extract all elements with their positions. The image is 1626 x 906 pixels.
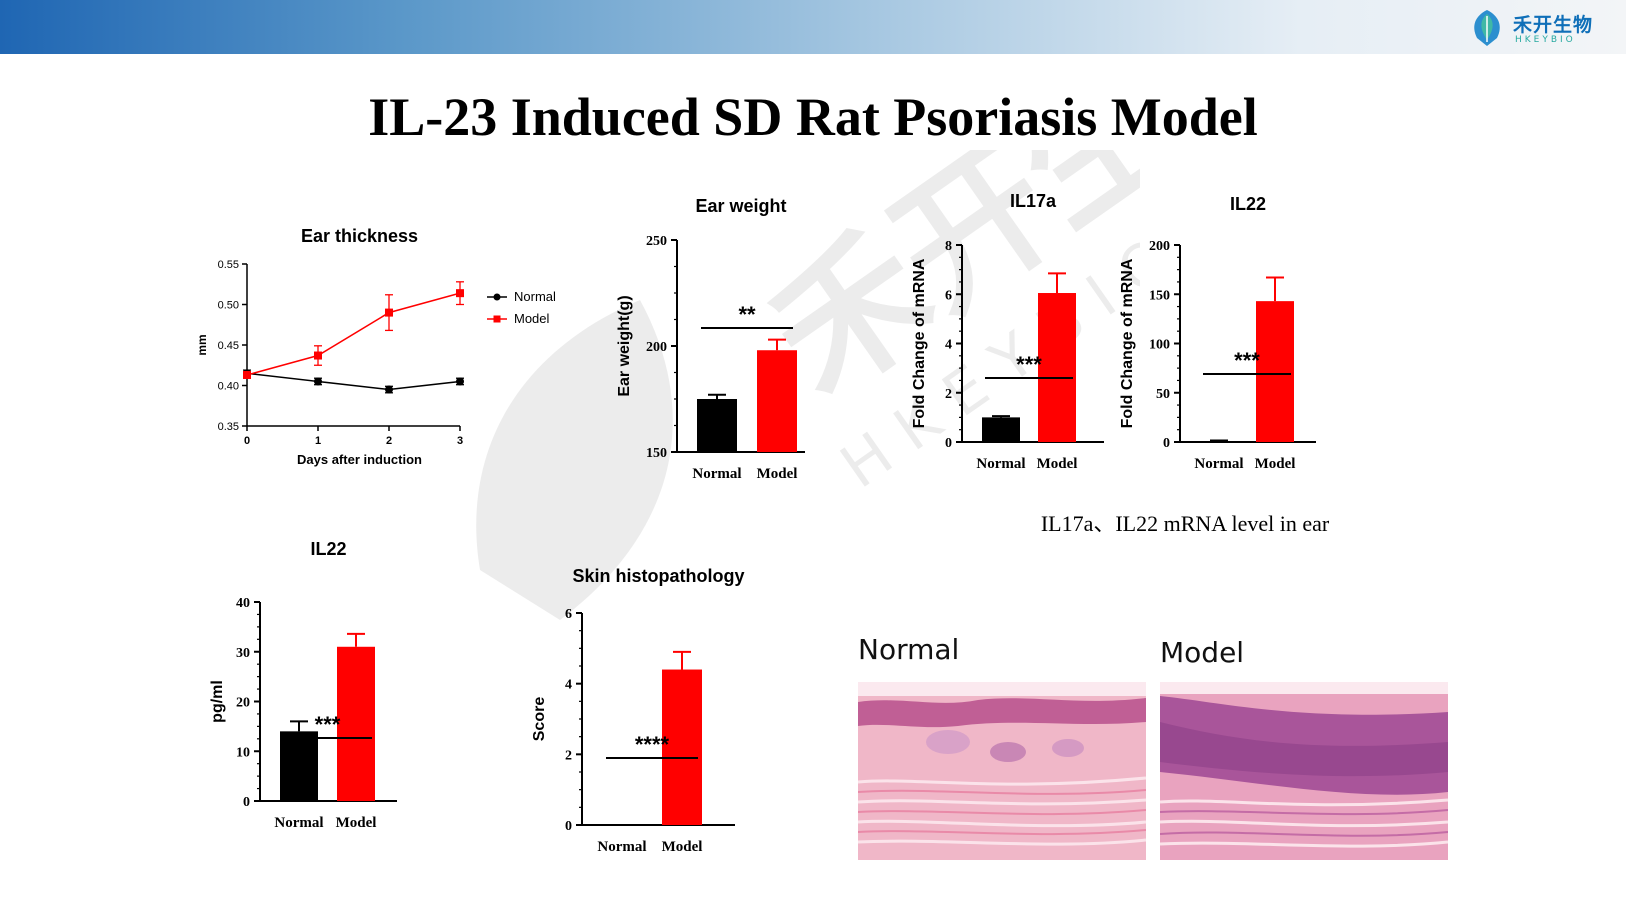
legend-label: Normal — [514, 289, 556, 304]
mrna-caption: IL17a、IL22 mRNA level in ear — [1040, 511, 1330, 536]
x-tick-label: Model — [1037, 456, 1078, 472]
significance-label: *** — [1234, 348, 1260, 373]
x-tick-label: 2 — [386, 435, 392, 447]
il22-serum-chart: IL22 0 10 20 30 40 pg/ml Normal Model *** — [209, 539, 397, 831]
point-normal — [314, 377, 322, 386]
y-tick-label: 0.55 — [218, 259, 239, 271]
y-tick-label: 6 — [945, 288, 952, 303]
logo-text: 禾开生物 — [1513, 14, 1594, 36]
y-tick-label: 150 — [1149, 288, 1170, 303]
company-logo: 禾开生物 HKEYBIO — [1465, 6, 1615, 50]
y-tick-label: 200 — [646, 340, 667, 355]
skin-histopathology-chart: Skin histopathology 0 2 4 6 Score Normal Model *… — [531, 566, 745, 855]
y-tick-label: 0.40 — [218, 381, 239, 393]
y-tick-label: 8 — [945, 239, 952, 254]
x-tick-label: Normal — [692, 466, 741, 482]
leaf-logo-icon — [1474, 10, 1500, 46]
y-tick-label: 2 — [565, 748, 572, 763]
logo-subtext: HKEYBIO — [1515, 35, 1576, 45]
y-tick-label: 30 — [236, 646, 250, 661]
point-model — [456, 289, 464, 298]
page-title: IL-23 Induced SD Rat Psoriasis Model — [368, 87, 1258, 147]
y-axis-label: Fold Change of mRNA — [1119, 258, 1136, 428]
y-tick-label: 150 — [646, 446, 667, 461]
y-tick-label: 0.45 — [218, 340, 239, 352]
y-tick-label: 0.35 — [218, 421, 239, 433]
il17a-mrna-chart: IL17a 0 2 4 6 8 Fold Change of mRNA Normal Model… — [911, 191, 1104, 472]
chart-title: IL22 — [310, 539, 346, 559]
y-tick-label: 200 — [1149, 239, 1170, 254]
bar-model — [1256, 301, 1294, 442]
il22-mrna-chart: IL22 0 50 100 150 200 Fold Change of mRNA Norma… — [1119, 194, 1316, 472]
significance-label: *** — [1016, 352, 1042, 377]
point-normal — [385, 385, 393, 394]
point-model — [314, 351, 322, 360]
y-tick-label: 0 — [1163, 436, 1170, 451]
significance-label: ** — [738, 302, 756, 327]
y-tick-label: 4 — [945, 338, 952, 353]
x-axis-label: Days after induction — [297, 452, 422, 467]
bar-normal — [697, 399, 737, 452]
x-tick-label: Normal — [976, 456, 1025, 472]
point-normal — [456, 377, 464, 386]
y-axis-label: Ear weight(g) — [616, 295, 633, 396]
header-band — [0, 0, 1626, 54]
bar-normal — [982, 417, 1020, 442]
y-tick-label: 4 — [565, 678, 572, 693]
legend-marker — [493, 293, 501, 301]
ear-thickness-chart: Ear thickness 0.35 0.40 0.45 0.50 0.55 0 1 2 3 Day… — [195, 226, 556, 467]
bar-normal — [280, 731, 318, 801]
bar-model — [1038, 293, 1076, 442]
y-tick-label: 0 — [243, 795, 250, 810]
significance-label: **** — [635, 732, 670, 757]
y-axis-label: pg/ml — [209, 680, 226, 723]
legend-marker — [493, 315, 501, 323]
ear-weight-chart: Ear weight 150 200 250 Ear weight(g) Normal Mo… — [616, 196, 805, 482]
x-tick-label: Normal — [597, 839, 646, 855]
x-tick-label: 3 — [457, 435, 463, 447]
y-tick-label: 50 — [1156, 387, 1170, 402]
x-tick-label: Model — [1255, 456, 1296, 472]
histology-image-normal — [858, 682, 1146, 860]
y-tick-label: 40 — [236, 596, 250, 611]
chart-title: IL17a — [1010, 191, 1057, 211]
y-axis-label: mm — [195, 334, 209, 355]
chart-title: IL22 — [1230, 194, 1266, 214]
y-axis-label: Score — [531, 697, 548, 742]
bar-model — [337, 646, 375, 801]
chart-title: Skin histopathology — [572, 566, 744, 586]
y-tick-label: 2 — [945, 387, 952, 402]
chart-title: Ear thickness — [301, 226, 418, 246]
legend-label: Model — [514, 311, 550, 326]
y-tick-label: 10 — [236, 745, 250, 760]
histology-label-model: Model — [1160, 636, 1245, 669]
x-tick-label: 0 — [244, 435, 250, 447]
y-tick-label: 6 — [565, 607, 572, 622]
y-axis-label: Fold Change of mRNA — [911, 258, 928, 428]
series-line-normal — [246, 372, 461, 391]
x-tick-label: Model — [336, 815, 377, 831]
x-tick-label: Normal — [1194, 456, 1243, 472]
series-line-model — [246, 292, 461, 376]
y-tick-label: 0 — [945, 436, 952, 451]
x-tick-label: Normal — [274, 815, 323, 831]
point-model — [243, 370, 251, 379]
x-tick-label: Model — [662, 839, 703, 855]
chart-title: Ear weight — [695, 196, 786, 216]
y-tick-label: 250 — [646, 234, 667, 249]
y-tick-label: 0 — [565, 819, 572, 834]
y-tick-label: 20 — [236, 696, 250, 711]
y-tick-label: 100 — [1149, 338, 1170, 353]
histology-label-normal: Normal — [858, 633, 960, 666]
x-tick-label: Model — [757, 466, 798, 482]
bar-model — [662, 669, 702, 825]
bar-model — [757, 350, 797, 452]
significance-label: *** — [315, 712, 341, 737]
histology-image-model — [1160, 682, 1448, 860]
point-model — [385, 308, 393, 317]
y-tick-label: 0.50 — [218, 300, 239, 312]
x-tick-label: 1 — [315, 435, 321, 447]
